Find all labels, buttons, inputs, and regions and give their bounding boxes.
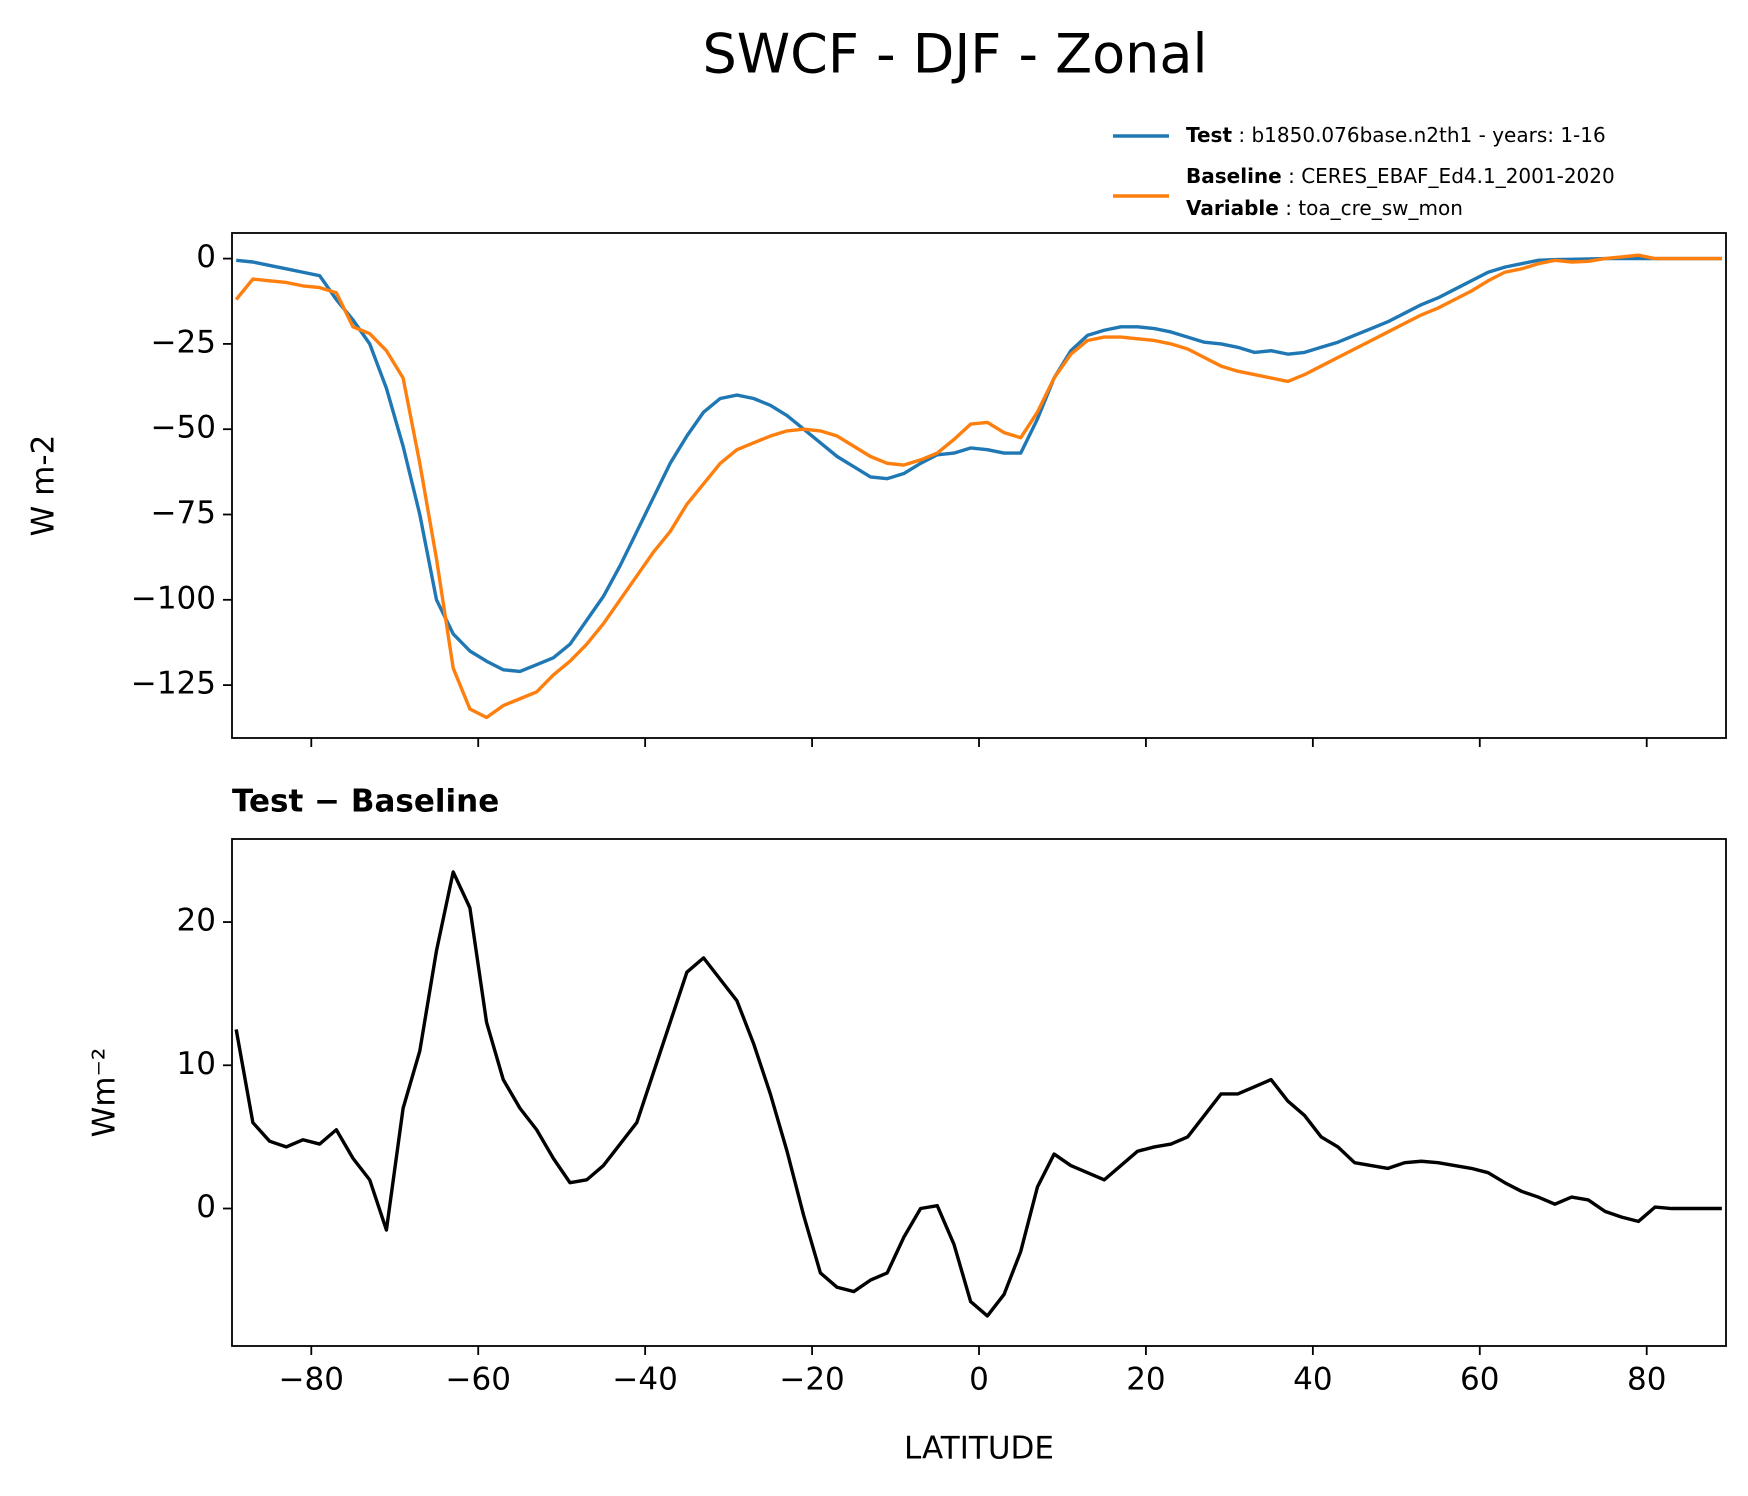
subplot-title: Test − Baseline <box>232 784 499 820</box>
x-tick-label: 20 <box>1126 1362 1165 1398</box>
y-tick-label: −50 <box>151 410 216 446</box>
legend-separator: : <box>1232 123 1251 147</box>
legend-variable-value: toa_cre_sw_mon <box>1298 196 1463 220</box>
y-tick-label: 0 <box>196 1189 216 1225</box>
y-tick-label: 0 <box>196 239 216 275</box>
y-tick-label: −25 <box>151 324 216 360</box>
y-tick-label: −125 <box>131 666 216 702</box>
axes-frame <box>231 232 1727 739</box>
legend-entry: Baseline : CERES_EBAF_Ed4.1_2001-2020 <box>1186 164 1615 188</box>
y-axis-label: W m-2 <box>26 435 62 537</box>
figure-title: SWCF - DJF - Zonal <box>703 23 1208 86</box>
legend-name: Test <box>1186 123 1232 147</box>
legend-name: Baseline <box>1186 164 1282 188</box>
y-tick-label: −75 <box>151 495 216 531</box>
y-axis-label: Wm⁻² <box>87 1048 123 1138</box>
legend-separator: : <box>1279 196 1298 220</box>
y-tick-label: 20 <box>177 903 216 939</box>
x-tick-label: 60 <box>1460 1362 1499 1398</box>
x-tick-label: −60 <box>446 1362 511 1398</box>
x-tick-label: 80 <box>1627 1362 1666 1398</box>
axes-frame <box>231 838 1727 1347</box>
y-tick-label: 10 <box>177 1046 216 1082</box>
legend-detail: b1850.076base.n2th1 - years: 1-16 <box>1251 123 1605 147</box>
plot-area <box>234 253 1722 720</box>
x-axis-label: LATITUDE <box>904 1431 1054 1467</box>
data-line <box>234 253 1722 720</box>
x-tick-label: −20 <box>779 1362 844 1398</box>
x-tick-label: 40 <box>1293 1362 1332 1398</box>
data-line <box>234 870 1722 1318</box>
data-line <box>235 256 1722 674</box>
legend-separator: : <box>1282 164 1301 188</box>
x-tick-label: −80 <box>279 1362 344 1398</box>
legend-entry: Test : b1850.076base.n2th1 - years: 1-16 <box>1186 123 1606 147</box>
x-tick-label: 0 <box>969 1362 989 1398</box>
plot-area <box>234 870 1722 1318</box>
y-tick-label: −100 <box>131 580 216 616</box>
x-tick-label: −40 <box>612 1362 677 1398</box>
legend-detail: CERES_EBAF_Ed4.1_2001-2020 <box>1301 164 1615 188</box>
legend-variable-name: Variable <box>1186 196 1279 220</box>
legend-variable: Variable : toa_cre_sw_mon <box>1186 196 1463 220</box>
